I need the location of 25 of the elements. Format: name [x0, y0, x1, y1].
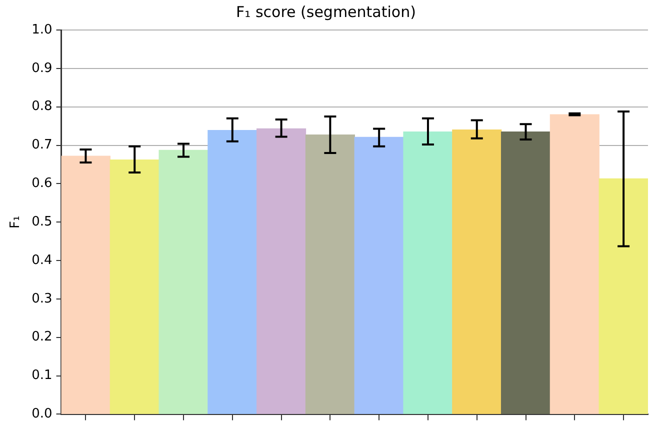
bar	[550, 114, 600, 414]
bar	[500, 131, 551, 414]
bar	[110, 160, 160, 414]
bar	[354, 136, 404, 414]
y-tick-label: 0.3	[32, 291, 52, 306]
y-tick-label: 0.2	[32, 330, 52, 345]
bar	[452, 130, 502, 414]
bar	[403, 131, 453, 414]
y-tick-label: 0.6	[32, 176, 52, 192]
y-tick-label: 0.8	[32, 99, 52, 114]
y-tick-label: 1.0	[32, 22, 52, 38]
y-tick-label: 0.4	[32, 252, 52, 268]
bar	[305, 134, 355, 414]
y-tick-label: 0.9	[32, 60, 52, 76]
y-axis-title: F₁	[8, 216, 24, 228]
y-tick-label: 0.5	[32, 214, 52, 230]
bar	[158, 150, 208, 414]
bar	[598, 178, 648, 414]
bar	[256, 128, 306, 414]
bar	[208, 130, 258, 414]
bar	[61, 156, 110, 414]
y-tick-label: 0.1	[32, 368, 52, 384]
chart-title: F₁ score (segmentation)	[236, 2, 416, 21]
y-tick-label: 0.7	[32, 138, 52, 153]
y-tick-label: 0.0	[32, 406, 52, 422]
